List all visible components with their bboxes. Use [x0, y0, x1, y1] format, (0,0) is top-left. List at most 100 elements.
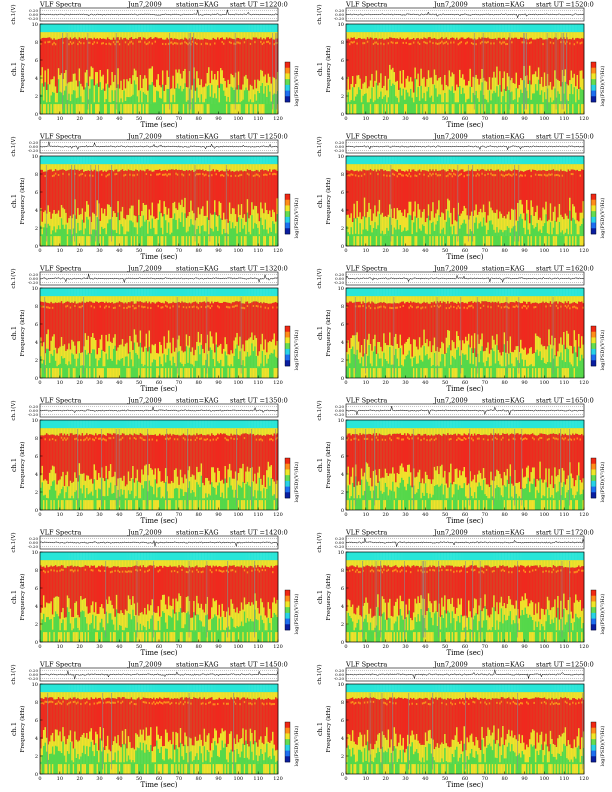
- spec-cell: [214, 428, 216, 436]
- spec-cell: [214, 288, 216, 297]
- spec-cell: [172, 169, 175, 203]
- spec-cell: [108, 632, 111, 642]
- spec-cell: [78, 174, 81, 177]
- spec-cell: [230, 236, 233, 246]
- spec-cell: [249, 368, 252, 378]
- spec-cell: [118, 156, 121, 165]
- spec-cell: [273, 169, 276, 213]
- spec-cell: [99, 37, 102, 70]
- spec-cell: [69, 569, 72, 572]
- spec-cell: [114, 471, 117, 486]
- spec-cell: [169, 169, 172, 218]
- spec-cell: [111, 500, 114, 510]
- spec-cell: [188, 288, 191, 297]
- spec-cell: [74, 199, 76, 216]
- spec-cell: [172, 104, 175, 114]
- spec-cell: [120, 164, 123, 171]
- spec-cell: [98, 347, 100, 361]
- spec-cell: [90, 500, 93, 510]
- spec-cell: [111, 164, 114, 171]
- spec-cell: [75, 477, 78, 491]
- spec-cell: [66, 104, 69, 114]
- spec-cell: [209, 83, 212, 97]
- spec-cell: [65, 435, 67, 476]
- spec-cell: [141, 420, 143, 429]
- spec-cell: [44, 632, 47, 642]
- spec-cell: [111, 216, 114, 230]
- spec-cell: [93, 32, 96, 38]
- spec-cell: [166, 32, 169, 38]
- spec-cell: [153, 611, 155, 630]
- spec-cell: [54, 169, 57, 214]
- spec-cell: [225, 288, 228, 297]
- spec-cell: [242, 296, 244, 304]
- spec-cell: [54, 156, 57, 165]
- spec-cell: [136, 173, 139, 176]
- spec-cell: [228, 306, 231, 309]
- spec-cell: [87, 428, 90, 436]
- spec-cell: [266, 434, 268, 471]
- spec-cell: [106, 433, 109, 480]
- spec-cell: [275, 438, 277, 441]
- spec-cell: [181, 301, 183, 351]
- spec-cell: [99, 220, 102, 235]
- spec-cell: [96, 428, 99, 436]
- spec-cell: [126, 368, 128, 378]
- spec-cell: [106, 174, 109, 177]
- spec-cell: [233, 208, 236, 229]
- spec-cell: [66, 24, 69, 33]
- spec-cell: [71, 368, 73, 378]
- spec-cell: [135, 420, 137, 429]
- spec-cell: [181, 164, 183, 170]
- spec-cell: [66, 33, 68, 110]
- spec-cell: [109, 24, 112, 33]
- spec-cell: [87, 302, 90, 336]
- spec-cell: [147, 429, 148, 506]
- spec-cell: [147, 306, 149, 309]
- spec-cell: [164, 156, 167, 165]
- spec-cell: [225, 428, 228, 436]
- spec-cell: [69, 37, 72, 82]
- spec-cell: [59, 632, 62, 642]
- spec-cell: [112, 566, 115, 609]
- spec-cell: [78, 552, 81, 561]
- chart-title: VLF Spectra: [39, 397, 81, 405]
- spec-cell: [208, 301, 210, 351]
- spec-cell: [167, 104, 170, 114]
- spec-cell: [103, 164, 106, 171]
- spec-cell: [48, 236, 51, 246]
- spec-cell: [99, 24, 102, 33]
- spec-cell: [228, 435, 231, 464]
- spec-cell: [53, 428, 56, 435]
- spec-cell: [103, 32, 106, 39]
- spec-cell: [81, 156, 84, 165]
- spec-cell: [81, 599, 84, 611]
- spec-cell: [176, 434, 179, 477]
- spec-cell: [270, 465, 273, 479]
- spec-cell: [141, 236, 143, 246]
- spec-cell: [112, 37, 115, 82]
- spec-cell: [185, 236, 188, 246]
- spec-cell: [72, 236, 75, 246]
- spec-cell: [124, 609, 127, 628]
- spec-cell: [219, 170, 222, 203]
- spec-cell: [251, 32, 253, 40]
- spec-cell: [48, 211, 51, 226]
- spec-cell: [196, 296, 198, 303]
- spec-cell: [190, 438, 192, 441]
- spec-cell: [258, 288, 261, 297]
- spec-cell: [54, 296, 57, 303]
- spec-cell: [221, 428, 224, 435]
- colorbar-segment: [285, 354, 290, 361]
- spec-cell: [144, 306, 146, 309]
- spec-cell: [59, 560, 62, 567]
- spec-cell: [139, 612, 142, 624]
- spec-cell: [112, 420, 115, 429]
- spec-cell: [78, 420, 81, 429]
- signal-tick-label: 0.20: [29, 536, 38, 541]
- spec-cell: [102, 437, 105, 440]
- signal-tick-label: -0.20: [28, 16, 39, 21]
- spec-cell: [60, 552, 63, 561]
- spec-cell: [57, 596, 60, 617]
- spec-cell: [133, 482, 136, 499]
